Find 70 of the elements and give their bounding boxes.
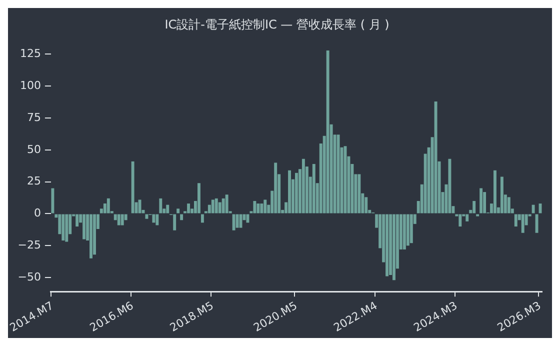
bar	[232, 214, 236, 230]
bar	[507, 197, 510, 214]
bar	[222, 198, 225, 214]
bar	[187, 204, 190, 214]
bar	[211, 200, 214, 214]
y-tick-label: 75	[26, 110, 41, 124]
bar	[152, 214, 156, 223]
bar	[410, 214, 413, 244]
bar	[521, 214, 524, 233]
bar	[466, 214, 469, 222]
bar	[214, 198, 218, 214]
bar	[532, 204, 535, 214]
bar	[76, 214, 79, 226]
bar	[253, 200, 256, 214]
bar	[51, 188, 54, 214]
bar	[288, 170, 291, 214]
bar	[117, 214, 120, 226]
bar	[218, 202, 222, 214]
bar	[236, 214, 239, 228]
bar	[364, 197, 368, 214]
bar	[173, 214, 176, 230]
bar	[82, 214, 86, 240]
bar	[120, 214, 124, 226]
bar	[535, 214, 538, 233]
bar	[176, 208, 180, 214]
y-tick-label: 100	[20, 78, 41, 92]
bar	[131, 161, 134, 214]
bar	[480, 188, 483, 214]
bar	[312, 164, 316, 214]
bar	[458, 214, 462, 226]
bar	[295, 172, 298, 214]
bar	[246, 214, 250, 223]
bar	[386, 214, 389, 276]
bar	[65, 214, 68, 242]
bar	[472, 200, 476, 214]
bar	[62, 214, 65, 241]
bar	[392, 214, 396, 280]
bar	[494, 170, 496, 214]
bar	[406, 214, 410, 246]
bar	[159, 198, 162, 214]
bar	[274, 162, 278, 214]
bar	[166, 204, 170, 214]
bar	[434, 101, 438, 214]
y-tick-label: 50	[26, 142, 41, 156]
bar	[260, 204, 264, 214]
bar	[225, 194, 228, 214]
y-tick-label: 125	[20, 47, 41, 60]
bar	[302, 158, 305, 214]
bar	[156, 214, 159, 226]
bar	[402, 214, 406, 250]
bar	[514, 214, 518, 226]
bar	[358, 174, 361, 214]
bar	[200, 214, 204, 223]
y-tick-label: −50	[18, 270, 41, 284]
bar	[448, 158, 452, 214]
bar	[106, 198, 110, 214]
bar	[145, 214, 148, 219]
bar	[264, 200, 267, 214]
bar	[197, 183, 200, 214]
bar	[326, 50, 330, 214]
bar	[93, 214, 96, 255]
y-tick-label: 0	[34, 206, 41, 220]
y-tick-label: 25	[26, 174, 41, 188]
bar	[256, 204, 260, 214]
y-tick-label: −25	[18, 238, 41, 252]
chart-title: IC設計-電子紙控制IC — 營收成長率 ( 月 )	[164, 17, 390, 32]
bar	[483, 192, 486, 214]
bar	[180, 214, 184, 220]
bar	[90, 214, 92, 258]
bar	[500, 176, 504, 214]
